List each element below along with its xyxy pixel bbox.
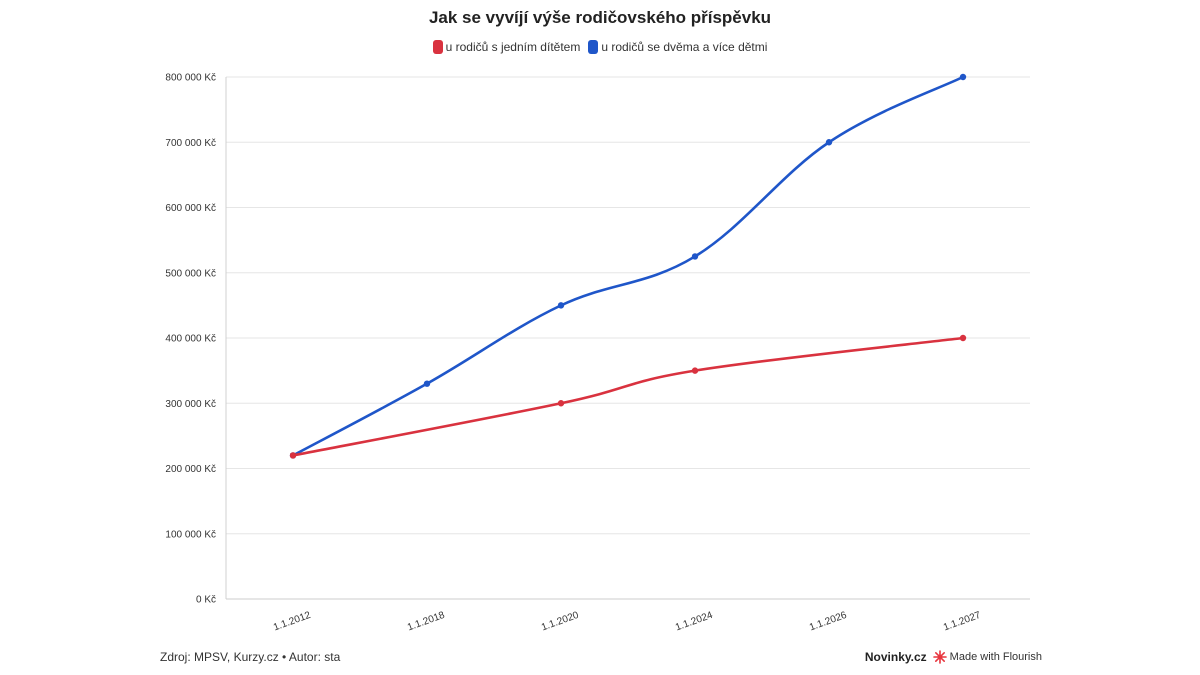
- y-tick-label: 400 000 Kč: [165, 334, 216, 345]
- y-tick-label: 100 000 Kč: [165, 529, 216, 540]
- data-point-two-plus: [959, 73, 967, 81]
- footer-branding: Novinky.cz Made with Flourish: [865, 650, 1042, 664]
- legend: u rodičů s jedním dítětem u rodičů se dv…: [0, 40, 1200, 54]
- flourish-icon: [932, 650, 947, 664]
- y-tick-label: 700 000 Kč: [165, 138, 216, 149]
- y-tick-label: 500 000 Kč: [165, 268, 216, 279]
- series-line-two-plus: [291, 75, 965, 457]
- data-point-one-child: [959, 334, 967, 342]
- chart-title: Jak se vyvíjí výše rodičovského příspěvk…: [428, 8, 772, 27]
- x-tick-label: 1.1.2012: [272, 610, 313, 634]
- legend-swatch-one-child: [432, 40, 443, 54]
- x-tick-label: 1.1.2020: [540, 610, 581, 634]
- flourish-credit[interactable]: Made with Flourish: [932, 650, 1042, 664]
- y-tick-label: 300 000 Kč: [165, 399, 216, 410]
- y-tick-label: 600 000 Kč: [165, 203, 216, 214]
- x-tick-label: 1.1.2027: [942, 610, 983, 634]
- legend-label-one-child: u rodičů s jedním dítětem: [445, 40, 581, 54]
- data-point-two-plus: [691, 253, 699, 260]
- y-tick-label: 200 000 Kč: [165, 464, 216, 475]
- data-point-two-plus: [825, 139, 833, 146]
- legend-swatch-two-plus: [588, 40, 599, 54]
- legend-label-two-plus: u rodičů se dvěma a více dětmi: [601, 40, 768, 54]
- data-point-one-child: [691, 367, 699, 374]
- legend-item-two-plus[interactable]: u rodičů se dvěma a více dětmi: [588, 40, 767, 54]
- data-point-one-child: [289, 452, 297, 459]
- brand-logo[interactable]: Novinky.cz: [864, 650, 927, 664]
- data-point-one-child: [557, 400, 565, 407]
- flourish-label: Made with Flourish: [949, 651, 1042, 663]
- series-line-one-child: [291, 336, 965, 457]
- data-point-two-plus: [423, 380, 431, 387]
- y-tick-label: 0 Kč: [196, 595, 216, 606]
- source-note: Zdroj: MPSV, Kurzy.cz • Autor: sta: [160, 650, 341, 664]
- data-point-two-plus: [557, 302, 565, 309]
- x-tick-label: 1.1.2018: [406, 610, 447, 634]
- legend-item-one-child[interactable]: u rodičů s jedním dítětem: [432, 40, 581, 54]
- x-tick-label: 1.1.2024: [674, 610, 715, 634]
- y-tick-label: 800 000 Kč: [165, 73, 216, 84]
- x-tick-label: 1.1.2026: [808, 610, 849, 634]
